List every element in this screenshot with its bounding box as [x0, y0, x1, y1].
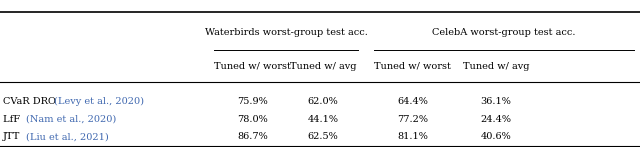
Text: 44.1%: 44.1%	[308, 115, 339, 124]
Text: 40.6%: 40.6%	[481, 132, 511, 141]
Text: Tuned w/ avg: Tuned w/ avg	[290, 62, 356, 71]
Text: JTT: JTT	[3, 132, 24, 141]
Text: Waterbirds worst-group test acc.: Waterbirds worst-group test acc.	[205, 28, 368, 37]
Text: 62.0%: 62.0%	[308, 97, 339, 106]
Text: (Nam et al., 2020): (Nam et al., 2020)	[26, 115, 116, 124]
Text: 81.1%: 81.1%	[397, 132, 428, 141]
Text: Tuned w/ avg: Tuned w/ avg	[463, 62, 529, 71]
Text: CVaR DRO: CVaR DRO	[3, 97, 60, 106]
Text: Tuned w/ worst: Tuned w/ worst	[374, 62, 451, 71]
Text: 62.5%: 62.5%	[308, 132, 339, 141]
Text: 75.9%: 75.9%	[237, 97, 268, 106]
Text: 78.0%: 78.0%	[237, 115, 268, 124]
Text: 77.2%: 77.2%	[397, 115, 428, 124]
Text: (Liu et al., 2021): (Liu et al., 2021)	[26, 132, 108, 141]
Text: CelebA worst-group test acc.: CelebA worst-group test acc.	[432, 28, 576, 37]
Text: Tuned w/ worst: Tuned w/ worst	[214, 62, 291, 71]
Text: LfF: LfF	[3, 115, 24, 124]
Text: 24.4%: 24.4%	[481, 115, 511, 124]
Text: (Levy et al., 2020): (Levy et al., 2020)	[54, 97, 144, 106]
Text: 86.7%: 86.7%	[237, 132, 268, 141]
Text: 64.4%: 64.4%	[397, 97, 428, 106]
Text: 36.1%: 36.1%	[481, 97, 511, 106]
